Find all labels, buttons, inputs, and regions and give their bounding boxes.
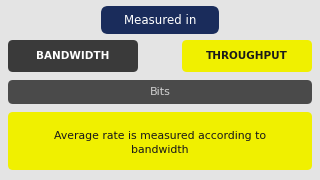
Text: Measured in: Measured in [124,14,196,26]
FancyBboxPatch shape [101,6,219,34]
FancyBboxPatch shape [8,80,312,104]
FancyBboxPatch shape [8,112,312,170]
FancyBboxPatch shape [182,40,312,72]
Text: Bits: Bits [149,87,171,97]
Text: BANDWIDTH: BANDWIDTH [36,51,110,61]
Text: Average rate is measured according to
bandwidth: Average rate is measured according to ba… [54,131,266,155]
FancyBboxPatch shape [8,40,138,72]
Text: THROUGHPUT: THROUGHPUT [206,51,288,61]
